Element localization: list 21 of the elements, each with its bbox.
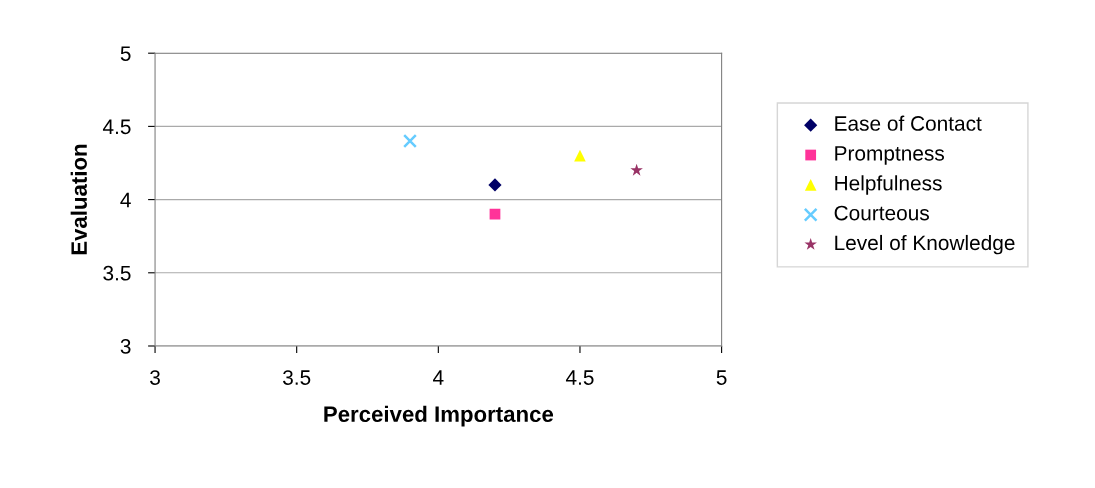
point xyxy=(402,133,418,149)
x-axis-title: Perceived Importance xyxy=(324,405,554,427)
legend-label: Ease of Contact xyxy=(835,115,982,131)
legend-label: Level of Knowledge xyxy=(835,234,1015,255)
x-tick-label: 3.5 xyxy=(283,370,311,385)
point xyxy=(630,163,643,176)
legend-label: Promptness xyxy=(835,146,944,165)
x-tick-label: 3 xyxy=(150,370,160,385)
point xyxy=(489,208,501,220)
y-tick-label: 4.5 xyxy=(102,119,131,135)
x-tick-label: 4 xyxy=(433,370,444,385)
legend-label: Courteous xyxy=(834,205,929,221)
y-tick-label: 3.5 xyxy=(103,265,131,281)
point xyxy=(488,178,502,192)
y-tick-label: 5 xyxy=(120,46,131,61)
x-tick-label: 5 xyxy=(716,370,727,385)
legend-label: Helpfulness xyxy=(835,175,942,195)
x-tick-label: 4.5 xyxy=(565,370,594,385)
y-tick-label: 4 xyxy=(120,192,131,208)
y-axis-title: Evaluation xyxy=(70,144,87,255)
y-tick-label: 3 xyxy=(120,338,131,354)
